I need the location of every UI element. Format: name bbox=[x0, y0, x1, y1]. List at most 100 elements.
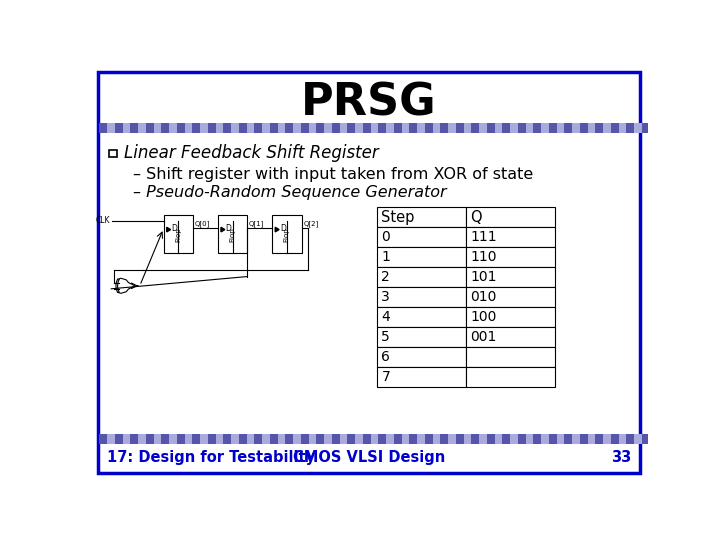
Bar bbox=[603, 123, 611, 132]
Text: 3: 3 bbox=[382, 291, 390, 305]
Bar bbox=[293, 123, 301, 132]
Bar bbox=[534, 123, 541, 132]
Bar bbox=[163, 215, 193, 253]
Bar bbox=[409, 123, 417, 132]
Bar bbox=[130, 123, 138, 132]
Bar bbox=[316, 123, 324, 132]
Bar bbox=[642, 123, 649, 132]
Bar bbox=[309, 123, 316, 132]
Bar bbox=[564, 434, 572, 444]
Bar bbox=[549, 434, 557, 444]
Bar bbox=[114, 434, 122, 444]
Text: 0: 0 bbox=[382, 230, 390, 244]
Text: 100: 100 bbox=[471, 310, 497, 325]
Bar bbox=[145, 123, 153, 132]
Bar bbox=[377, 267, 466, 287]
Bar bbox=[363, 434, 371, 444]
Bar bbox=[122, 123, 130, 132]
Bar bbox=[208, 434, 215, 444]
Bar bbox=[270, 434, 277, 444]
Bar bbox=[580, 123, 588, 132]
Bar bbox=[277, 123, 285, 132]
Bar bbox=[231, 434, 239, 444]
Bar bbox=[371, 123, 378, 132]
Bar bbox=[394, 434, 402, 444]
Bar bbox=[479, 123, 487, 132]
Bar bbox=[254, 123, 262, 132]
Bar bbox=[309, 434, 316, 444]
Bar bbox=[347, 434, 355, 444]
Bar bbox=[425, 123, 433, 132]
Bar bbox=[324, 434, 332, 444]
Bar bbox=[595, 123, 603, 132]
Bar bbox=[169, 434, 177, 444]
Text: 4: 4 bbox=[382, 310, 390, 325]
Bar bbox=[177, 123, 184, 132]
Bar bbox=[479, 434, 487, 444]
Bar bbox=[161, 123, 169, 132]
Bar bbox=[254, 434, 262, 444]
Bar bbox=[99, 123, 639, 132]
Bar bbox=[472, 434, 479, 444]
Bar bbox=[208, 123, 215, 132]
Bar bbox=[588, 434, 595, 444]
Bar bbox=[99, 434, 107, 444]
Bar bbox=[169, 123, 177, 132]
Bar bbox=[145, 434, 153, 444]
Bar bbox=[526, 123, 534, 132]
Bar bbox=[618, 434, 626, 444]
Bar bbox=[138, 123, 145, 132]
Bar bbox=[588, 123, 595, 132]
Bar bbox=[402, 123, 409, 132]
Text: Q[2]: Q[2] bbox=[303, 220, 318, 227]
Bar bbox=[611, 434, 618, 444]
Bar bbox=[184, 123, 192, 132]
Bar bbox=[177, 434, 184, 444]
Bar bbox=[138, 434, 145, 444]
Bar bbox=[122, 434, 130, 444]
Polygon shape bbox=[221, 227, 225, 232]
Bar bbox=[277, 434, 285, 444]
Bar bbox=[466, 327, 555, 347]
Bar bbox=[487, 123, 495, 132]
Bar bbox=[603, 434, 611, 444]
Text: D: D bbox=[225, 224, 232, 233]
Text: PRSG: PRSG bbox=[301, 82, 437, 125]
Bar bbox=[557, 123, 564, 132]
Bar bbox=[130, 434, 138, 444]
Bar bbox=[231, 123, 239, 132]
Bar bbox=[377, 227, 466, 247]
Bar bbox=[634, 434, 642, 444]
Bar bbox=[394, 123, 402, 132]
Bar bbox=[239, 434, 246, 444]
Bar bbox=[472, 123, 479, 132]
Bar bbox=[340, 434, 347, 444]
Bar bbox=[448, 123, 456, 132]
Bar bbox=[109, 150, 117, 157]
Text: Linear Feedback Shift Register: Linear Feedback Shift Register bbox=[124, 144, 379, 163]
Bar bbox=[262, 123, 270, 132]
Bar bbox=[316, 434, 324, 444]
Bar bbox=[377, 287, 466, 307]
Text: 110: 110 bbox=[471, 251, 497, 264]
Bar bbox=[377, 347, 466, 367]
Bar bbox=[487, 434, 495, 444]
Bar bbox=[386, 123, 394, 132]
Bar bbox=[378, 434, 386, 444]
Bar bbox=[355, 123, 363, 132]
Bar bbox=[386, 434, 394, 444]
Text: Flop: Flop bbox=[284, 227, 290, 241]
Text: 111: 111 bbox=[471, 230, 497, 244]
Bar bbox=[184, 434, 192, 444]
Text: – Shift register with input taken from XOR of state: – Shift register with input taken from X… bbox=[132, 167, 533, 181]
Bar bbox=[215, 434, 223, 444]
Bar bbox=[107, 123, 114, 132]
Bar bbox=[541, 434, 549, 444]
Bar bbox=[518, 123, 526, 132]
Bar bbox=[466, 207, 555, 227]
Bar bbox=[246, 434, 254, 444]
Bar bbox=[549, 123, 557, 132]
Bar bbox=[377, 207, 466, 227]
Text: 33: 33 bbox=[611, 450, 631, 465]
Bar bbox=[572, 434, 580, 444]
